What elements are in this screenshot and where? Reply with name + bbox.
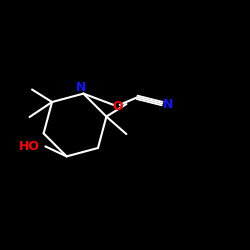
Text: O: O (112, 100, 123, 112)
Text: N: N (162, 98, 173, 111)
Text: N: N (76, 81, 86, 94)
Text: HO: HO (19, 140, 40, 153)
